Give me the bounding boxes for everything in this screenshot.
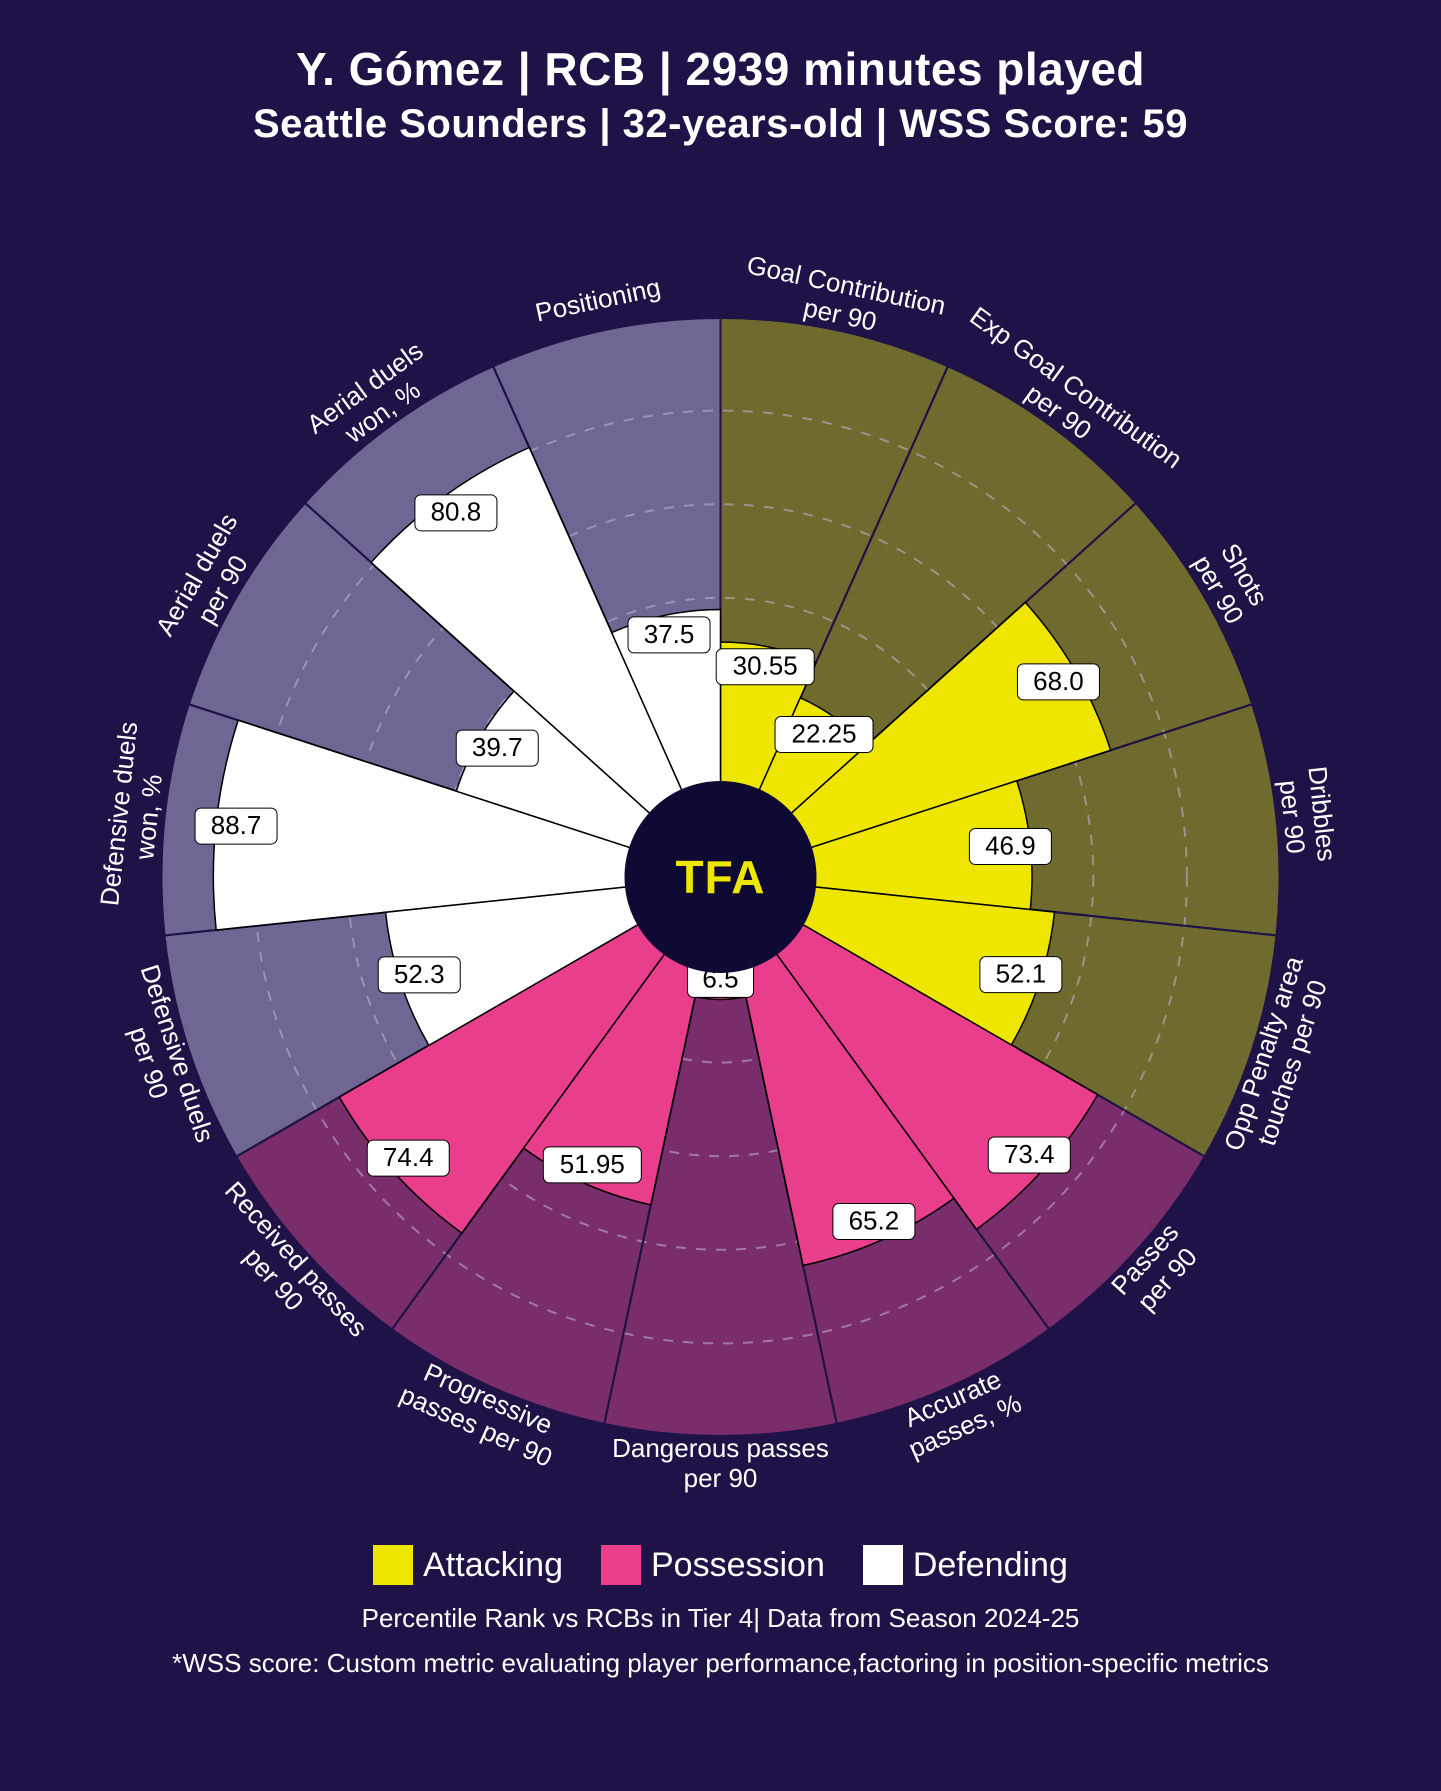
value-text: 74.4	[383, 1142, 434, 1172]
value-text: 39.7	[472, 732, 523, 762]
value-text: 88.7	[211, 810, 262, 840]
legend-label: Defending	[913, 1546, 1068, 1585]
value-text: 52.3	[394, 959, 445, 989]
legend-item: Defending	[863, 1545, 1068, 1585]
legend-item: Attacking	[373, 1545, 563, 1585]
value-text: 80.8	[431, 497, 482, 527]
value-text: 73.4	[1004, 1139, 1055, 1169]
metric-label: Positioning	[532, 272, 663, 328]
value-text: 30.55	[733, 651, 798, 681]
chart-container: 30.5522.2568.046.952.173.465.26.551.9574…	[0, 157, 1441, 1537]
legend-swatch	[373, 1545, 413, 1585]
legend-swatch	[601, 1545, 641, 1585]
legend-label: Possession	[651, 1546, 825, 1585]
metric-label-group: Positioning	[532, 272, 663, 328]
value-text: 52.1	[996, 958, 1047, 988]
legend: Attacking Possession Defending	[0, 1545, 1441, 1585]
legend-item: Possession	[601, 1545, 825, 1585]
value-text: 46.9	[985, 830, 1036, 860]
value-text: 51.95	[560, 1149, 625, 1179]
page: Y. Gómez | RCB | 2939 minutes played Sea…	[0, 0, 1441, 1791]
polar-bar-chart: 30.5522.2568.046.952.173.465.26.551.9574…	[0, 157, 1441, 1537]
title-line-1: Y. Gómez | RCB | 2939 minutes played	[0, 0, 1441, 96]
metric-label: per 90	[684, 1463, 758, 1493]
metric-label: Dangerous passes	[612, 1433, 829, 1463]
footer-line-2: *WSS score: Custom metric evaluating pla…	[0, 1648, 1441, 1679]
value-text: 22.25	[791, 718, 856, 748]
footer-line-1: Percentile Rank vs RCBs in Tier 4| Data …	[0, 1603, 1441, 1634]
center-logo-text: TFA	[676, 851, 766, 903]
metric-label-group: Dangerous passesper 90	[612, 1433, 829, 1493]
legend-swatch	[863, 1545, 903, 1585]
value-text: 68.0	[1033, 666, 1084, 696]
value-text: 37.5	[644, 619, 695, 649]
value-text: 65.2	[849, 1205, 900, 1235]
title-line-2: Seattle Sounders | 32-years-old | WSS Sc…	[0, 96, 1441, 147]
legend-label: Attacking	[423, 1546, 563, 1585]
metric-label-group: Dribblesper 90	[1273, 765, 1343, 866]
